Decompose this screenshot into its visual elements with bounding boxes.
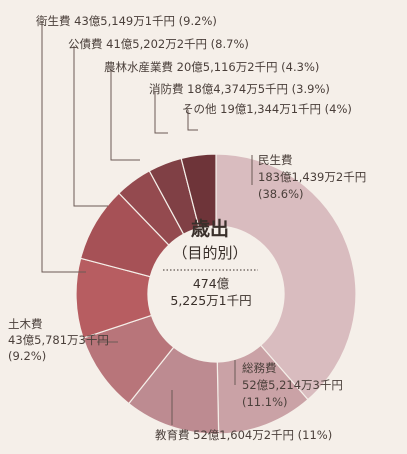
leader-line-sonota [187,110,198,131]
center-subtitle: （目的別） [172,244,247,262]
label-kosai: 公債費 41億5,202万2千円 (8.7%) [68,37,249,51]
label-doboku-amount: 43億5,781万3千円 [8,333,109,347]
label-shobo: 消防費 18億4,374万5千円 (3.9%) [149,82,330,96]
label-minsei-amount: 183億1,439万2千円 [258,170,366,184]
center-title: 歳出 [191,217,229,240]
center-total-line1: 474億 [193,276,230,291]
label-eisei: 衛生費 43億5,149万1千円 (9.2%) [36,14,217,28]
leader-line-kosai [73,46,108,207]
label-somu-percent: (11.1%) [242,395,288,409]
slice-8 [180,153,217,229]
label-norin: 農林水産業費 20億5,116万2千円 (4.3%) [104,60,319,74]
center-total-line2: 5,225万1千円 [170,293,251,308]
label-doboku-name: 土木費 [8,317,43,331]
label-sonota: その他 19億1,344万1千円 (4%) [182,102,352,116]
leader-lines [41,22,253,425]
slice-0 [215,153,357,401]
leader-line-eisei [41,22,86,273]
label-doboku-percent: (9.2%) [8,349,46,363]
donut-slices [75,153,357,435]
leader-line-norin [110,69,140,161]
leader-line-shobo [154,92,168,134]
label-minsei-name: 民生費 [258,153,293,167]
label-somu-amount: 52億5,214万3千円 [242,378,343,392]
label-kyoiku: 教育費 52億1,604万2千円 (11%) [155,428,332,442]
label-minsei-percent: (38.6%) [258,187,304,201]
label-somu-name: 総務費 [242,361,277,375]
